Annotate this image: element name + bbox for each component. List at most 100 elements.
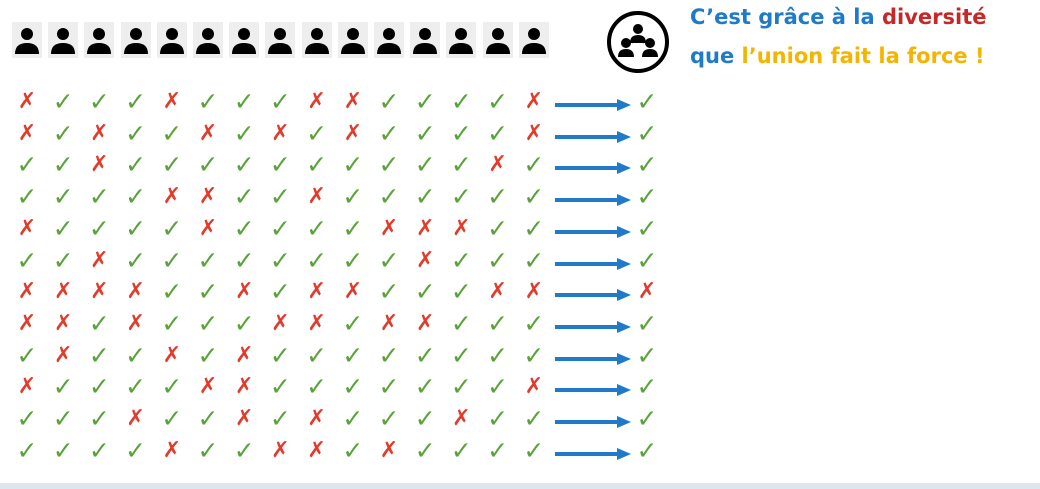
check-mark: ✓ <box>523 340 545 370</box>
check-mark: ✓ <box>636 308 658 338</box>
check-mark: ✓ <box>269 245 291 275</box>
person-icon <box>446 22 477 58</box>
check-mark: ✓ <box>233 150 255 180</box>
check-mark: ✓ <box>342 404 364 433</box>
check-mark: ✓ <box>269 150 291 180</box>
cross-mark: ✗ <box>524 120 544 146</box>
cross-mark: ✗ <box>90 279 109 305</box>
check-mark: ✓ <box>16 404 38 433</box>
check-mark: ✓ <box>523 213 545 243</box>
check-mark: ✓ <box>523 308 545 338</box>
check-mark: ✓ <box>378 372 400 402</box>
cross-mark: ✗ <box>162 184 182 210</box>
check-mark: ✓ <box>197 404 219 433</box>
headline-line-1: C’est grâce à la diversité <box>690 3 986 31</box>
check-mark: ✓ <box>233 245 255 275</box>
check-mark: ✓ <box>161 277 183 307</box>
check-mark: ✓ <box>161 213 183 243</box>
cross-mark: ✗ <box>307 310 326 336</box>
check-mark: ✓ <box>269 340 291 370</box>
check-mark: ✓ <box>414 340 436 370</box>
check-mark: ✓ <box>450 182 472 212</box>
check-mark: ✓ <box>342 308 364 338</box>
person-icon <box>265 22 296 58</box>
right-arrow <box>555 159 631 175</box>
check-mark: ✓ <box>636 87 658 116</box>
right-arrow <box>555 96 631 111</box>
check-mark: ✓ <box>523 245 545 275</box>
check-mark: ✓ <box>52 118 74 148</box>
check-mark: ✓ <box>487 372 509 402</box>
cross-mark: ✗ <box>343 120 363 146</box>
check-mark: ✓ <box>342 435 364 465</box>
person-icon <box>84 22 115 58</box>
check-mark: ✓ <box>125 213 147 243</box>
check-mark: ✓ <box>197 245 219 275</box>
cross-mark: ✗ <box>234 279 254 305</box>
check-mark: ✓ <box>306 340 328 370</box>
check-mark: ✓ <box>487 213 509 243</box>
cross-mark: ✗ <box>307 279 326 305</box>
check-mark: ✓ <box>197 87 219 116</box>
check-mark: ✓ <box>378 118 400 148</box>
check-mark: ✓ <box>487 435 509 465</box>
cross-mark: ✗ <box>488 152 507 178</box>
check-mark: ✓ <box>125 87 147 116</box>
cross-mark: ✗ <box>379 310 399 336</box>
check-mark: ✓ <box>342 340 364 370</box>
headline-line-2: que l’union fait la force ! <box>690 42 985 70</box>
check-mark: ✓ <box>161 245 183 275</box>
check-mark: ✓ <box>306 150 328 180</box>
check-mark: ✓ <box>378 87 400 116</box>
check-mark: ✓ <box>306 118 328 148</box>
check-mark: ✓ <box>161 150 183 180</box>
cross-mark: ✗ <box>307 437 326 463</box>
check-mark: ✓ <box>88 213 110 243</box>
check-mark: ✓ <box>487 245 509 275</box>
check-mark: ✓ <box>450 87 472 116</box>
cross-mark: ✗ <box>17 279 37 305</box>
person-icon <box>518 22 549 58</box>
check-mark: ✓ <box>378 277 400 307</box>
check-mark: ✓ <box>125 118 147 148</box>
check-mark: ✓ <box>450 435 472 465</box>
check-mark: ✓ <box>450 245 472 275</box>
check-mark: ✓ <box>52 372 74 402</box>
check-mark: ✓ <box>161 372 183 402</box>
right-arrow <box>555 128 631 143</box>
check-mark: ✓ <box>52 182 74 212</box>
person-icon <box>301 22 332 58</box>
check-mark: ✓ <box>636 213 658 243</box>
check-mark: ✓ <box>450 308 472 338</box>
right-arrow <box>555 381 631 397</box>
check-mark: ✓ <box>197 277 219 307</box>
person-icon <box>337 22 368 58</box>
person-icon <box>410 22 441 58</box>
check-mark: ✓ <box>125 150 147 180</box>
check-mark: ✓ <box>378 340 400 370</box>
check-mark: ✓ <box>88 404 110 433</box>
right-arrow <box>555 191 631 207</box>
check-mark: ✓ <box>233 435 255 465</box>
check-mark: ✓ <box>636 435 658 465</box>
check-mark: ✓ <box>378 150 400 180</box>
bottom-bar <box>0 483 1040 489</box>
check-mark: ✓ <box>487 182 509 212</box>
cross-mark: ✗ <box>90 247 109 273</box>
cross-mark: ✗ <box>343 89 363 114</box>
cross-mark: ✗ <box>379 437 399 463</box>
check-mark: ✓ <box>52 404 74 433</box>
check-mark: ✓ <box>450 118 472 148</box>
check-mark: ✓ <box>52 245 74 275</box>
check-mark: ✓ <box>636 372 658 402</box>
check-mark: ✓ <box>487 404 509 433</box>
check-mark: ✓ <box>636 182 658 212</box>
check-mark: ✓ <box>378 245 400 275</box>
cross-mark: ✗ <box>452 215 471 241</box>
cross-mark: ✗ <box>234 342 254 368</box>
headline-part: l’union fait la force <box>741 44 968 68</box>
check-mark: ✓ <box>414 182 436 212</box>
check-mark: ✓ <box>197 308 219 338</box>
check-mark: ✓ <box>269 182 291 212</box>
